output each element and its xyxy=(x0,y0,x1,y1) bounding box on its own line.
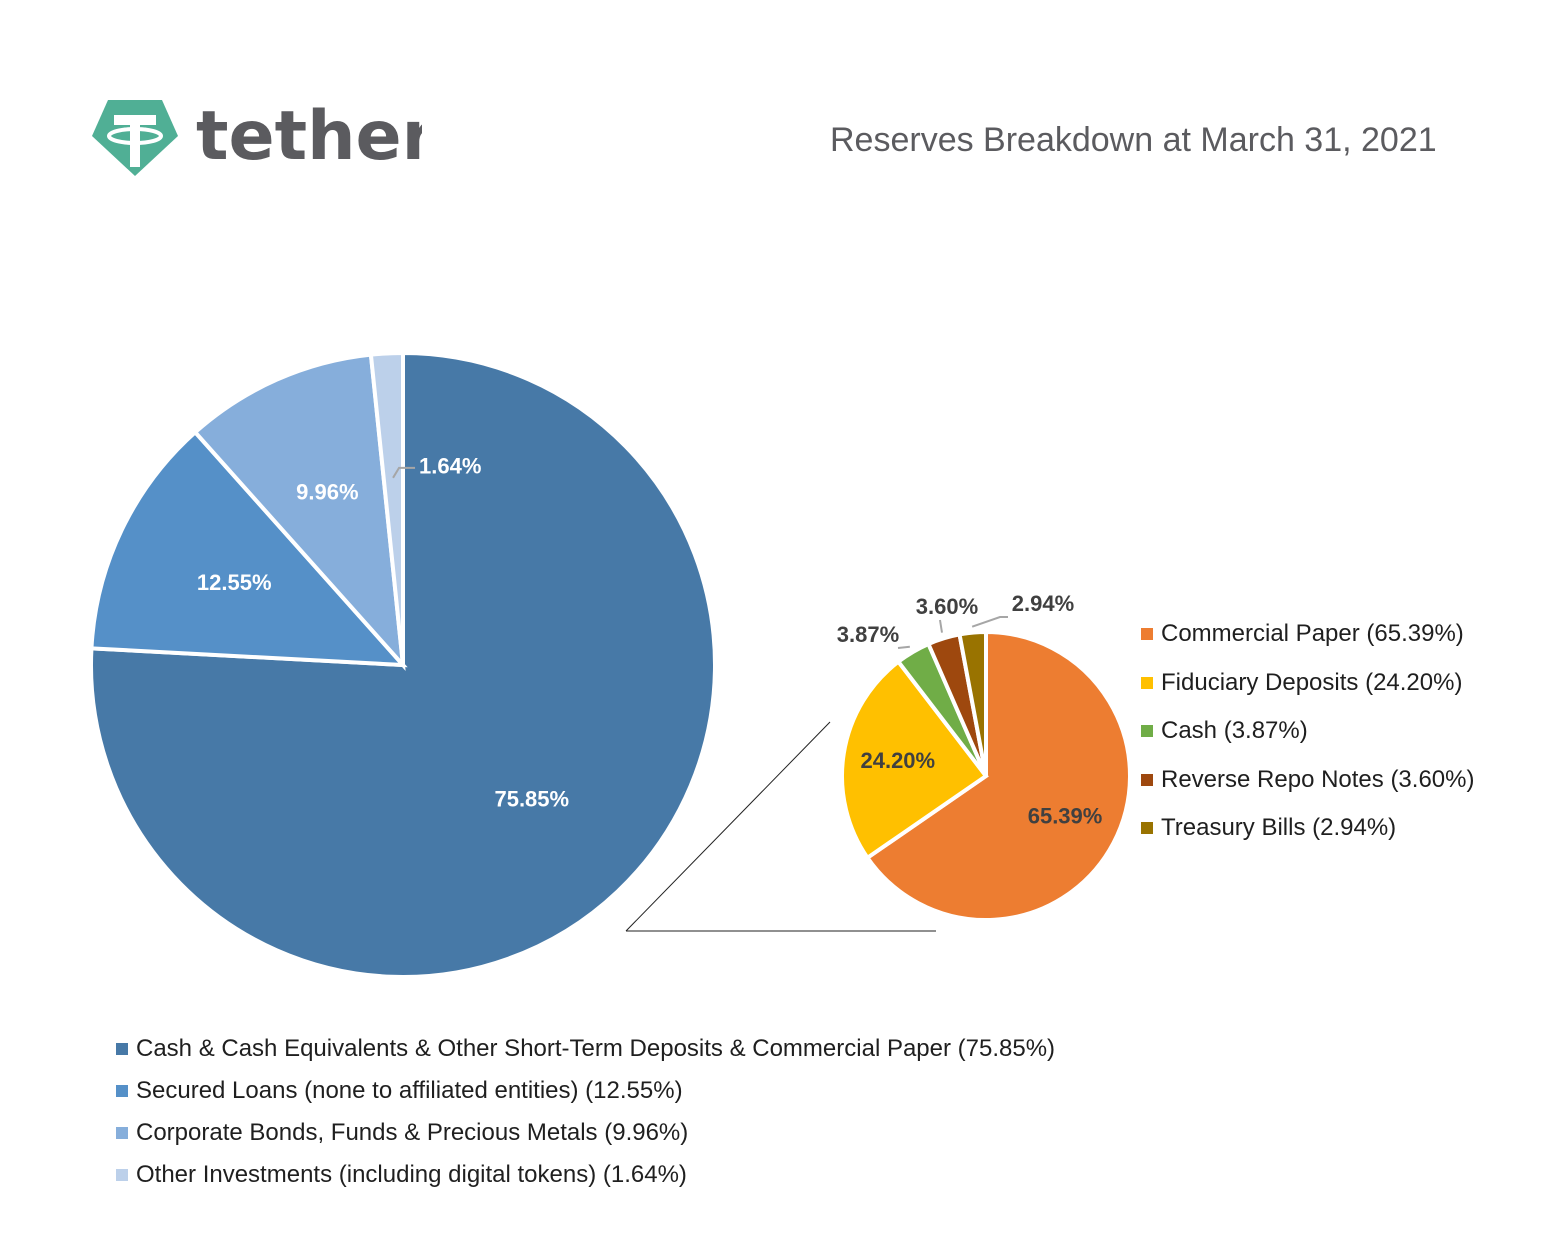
legend-entry-2: Cash (3.87%) xyxy=(1141,707,1474,756)
data-label-2: 3.87% xyxy=(837,622,899,647)
pie-slice-4 xyxy=(957,629,988,777)
sub-legend: Commercial Paper (65.39%) Fiduciary Depos… xyxy=(1141,610,1474,853)
data-label-0: 65.39% xyxy=(1028,803,1103,828)
data-label-3: 1.64% xyxy=(419,454,481,479)
legend-swatch xyxy=(116,1169,128,1181)
legend-entry-1: Secured Loans (none to affiliated entiti… xyxy=(116,1070,1055,1112)
legend-label: Commercial Paper (65.39%) xyxy=(1161,620,1464,648)
legend-swatch xyxy=(1141,822,1153,835)
legend-label: Cash (3.87%) xyxy=(1161,717,1308,745)
legend-label: Corporate Bonds, Funds & Precious Metals… xyxy=(136,1119,689,1146)
legend-entry-3: Reverse Repo Notes (3.60%) xyxy=(1141,756,1474,805)
pie-slice-0 xyxy=(89,350,717,979)
sub-pie-labels: 65.39% 24.20% 3.87% 3.60% 2.94% xyxy=(837,591,1103,829)
pie-slice-3 xyxy=(368,350,405,666)
legend-entry-1: Fiduciary Deposits (24.20%) xyxy=(1141,659,1474,708)
legend-label: Secured Loans (none to affiliated entiti… xyxy=(136,1077,683,1104)
legend-entry-3: Other Investments (including digital tok… xyxy=(116,1154,1055,1196)
connector-line-diagonal xyxy=(625,721,831,932)
legend-swatch xyxy=(1141,628,1153,641)
leader-line-4 xyxy=(971,616,1008,628)
legend-label: Other Investments (including digital tok… xyxy=(136,1161,687,1188)
brand-wordmark: tether xyxy=(196,98,422,176)
legend-label: Treasury Bills (2.94%) xyxy=(1161,814,1397,842)
pie-slice-1 xyxy=(89,429,408,668)
legend-label: Cash & Cash Equivalents & Other Short-Te… xyxy=(136,1035,1056,1062)
legend-swatch xyxy=(116,1085,128,1097)
legend-swatch xyxy=(1141,676,1153,689)
legend-entry-4: Treasury Bills (2.94%) xyxy=(1141,804,1474,853)
leader-line-2 xyxy=(897,645,910,649)
data-label-1: 24.20% xyxy=(860,748,935,773)
legend-swatch xyxy=(1141,725,1153,738)
data-label-4: 2.94% xyxy=(1012,591,1074,616)
data-label-2: 9.96% xyxy=(296,480,358,505)
main-pie-chart xyxy=(89,350,717,979)
tether-logo: tether xyxy=(92,98,422,176)
legend-entry-2: Corporate Bonds, Funds & Precious Metals… xyxy=(116,1112,1055,1154)
pie-slice-2 xyxy=(192,352,406,671)
leader-line-3 xyxy=(392,466,416,479)
main-legend: Cash & Cash Equivalents & Other Short-Te… xyxy=(116,1028,1055,1196)
legend-entry-0: Cash & Cash Equivalents & Other Short-Te… xyxy=(116,1028,1055,1070)
pie-slice-1 xyxy=(840,658,989,861)
data-label-0: 75.85% xyxy=(494,787,569,812)
data-label-1: 12.55% xyxy=(197,570,272,595)
legend-swatch xyxy=(1141,773,1153,786)
pie-slice-0 xyxy=(864,629,1132,922)
legend-label: Fiduciary Deposits (24.20%) xyxy=(1161,668,1463,696)
legend-swatch xyxy=(116,1127,128,1139)
legend-entry-0: Commercial Paper (65.39%) xyxy=(1141,610,1474,659)
reserves-charts: 75.85% 12.55% 9.96% 1.64% 65.39% 24.20% 3.87%… xyxy=(89,350,1132,979)
data-label-3: 3.60% xyxy=(916,594,978,619)
sub-pie-chart xyxy=(840,629,1132,922)
leader-line-3 xyxy=(939,619,943,633)
legend-swatch xyxy=(116,1043,128,1055)
legend-label: Reverse Repo Notes (3.60%) xyxy=(1161,765,1475,793)
main-pie-labels: 75.85% 12.55% 9.96% 1.64% xyxy=(197,454,569,812)
chart-title: Reserves Breakdown at March 31, 2021 xyxy=(830,121,1437,159)
pie-connector-lines xyxy=(625,721,936,932)
